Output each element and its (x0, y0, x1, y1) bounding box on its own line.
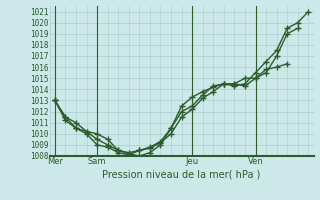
X-axis label: Pression niveau de la mer( hPa ): Pression niveau de la mer( hPa ) (102, 169, 261, 179)
